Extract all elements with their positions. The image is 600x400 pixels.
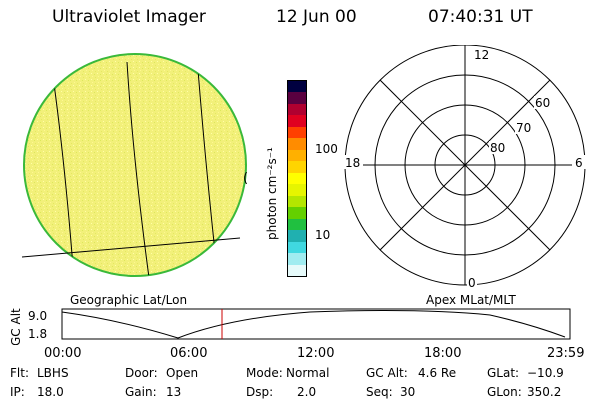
mode-value: Normal (286, 366, 330, 380)
colorbar-swatch (288, 207, 306, 219)
app-title: Ultraviolet Imager (52, 7, 206, 27)
observation-date: 12 Jun 00 (276, 7, 357, 27)
colorbar-swatch (288, 230, 306, 242)
colorbar-swatch (288, 149, 306, 162)
flt-value: LBHS (37, 366, 69, 380)
flt-label: Flt: (10, 366, 29, 380)
seq-value: 30 (400, 385, 416, 399)
colorbar-swatch (288, 253, 306, 265)
colorbar-tick-100: 100 (315, 142, 338, 156)
mlt-diagonal (379, 79, 551, 251)
colorbar-swatch (288, 115, 306, 127)
dsp-value: 2.0 (297, 385, 317, 399)
glat-value: −10.9 (527, 366, 564, 380)
colorbar-swatch (288, 195, 306, 208)
colorbar-swatch (288, 138, 306, 150)
altitude-plot-frame (61, 308, 571, 340)
mode-label: Mode: (246, 366, 283, 380)
observation-time: 07:40:31 UT (428, 7, 533, 27)
ip-value: 18.0 (37, 385, 64, 399)
x-tick-2359: 23:59 (547, 346, 585, 361)
y-tick-1-8: 1.8 (28, 327, 47, 341)
glon-label: GLon: (487, 385, 522, 399)
globe-panel-caption: Geographic Lat/Lon (70, 293, 188, 307)
x-tick-1200: 12:00 (297, 346, 335, 361)
y-axis-label: GC Alt (9, 308, 23, 345)
mlt-label-6: 6 (575, 156, 583, 170)
dsp-label: Dsp: (246, 385, 274, 399)
intensity-colorbar (287, 80, 307, 277)
colorbar-swatch (288, 184, 306, 196)
colorbar-swatch (288, 241, 306, 254)
ip-label: IP: (10, 385, 25, 399)
colorbar-swatch (288, 126, 306, 139)
mlt-label-0: 0 (468, 276, 476, 290)
colorbar-swatch (288, 92, 306, 104)
colorbar-swatch (288, 218, 306, 231)
mlt-label-12: 12 (474, 48, 489, 62)
gcalt-value: 4.6 Re (418, 366, 457, 380)
door-label: Door: (125, 366, 158, 380)
polar-dial: 12 18 6 0 60 70 80 (343, 45, 586, 290)
lat-label-80: 80 (490, 141, 505, 155)
gain-value: 13 (166, 385, 182, 399)
colorbar-swatch (288, 81, 306, 93)
x-tick-1800: 18:00 (424, 346, 462, 361)
altitude-curve (61, 310, 566, 339)
mlt-label-18: 18 (345, 156, 360, 170)
door-value: Open (166, 366, 199, 380)
polar-panel-caption: Apex MLat/MLT (426, 293, 516, 307)
x-tick-0000: 00:00 (44, 346, 82, 361)
gcalt-label: GC Alt: (366, 366, 408, 380)
glon-value: 350.2 (527, 385, 562, 399)
lat-label-70: 70 (516, 121, 531, 135)
y-tick-9: 9.0 (28, 309, 47, 323)
globe-image-panel: ( (21, 53, 248, 277)
meridian-line (126, 61, 151, 276)
colorbar-swatch (288, 264, 306, 276)
orbit-altitude-plot: 9.0 1.8 GC Alt (9, 308, 571, 345)
colorbar-swatch (288, 161, 306, 173)
colorbar-swatch (288, 172, 306, 185)
parallel-line (21, 237, 241, 258)
seq-label: Seq: (366, 385, 393, 399)
gain-label: Gain: (125, 385, 157, 399)
colorbar-swatch (288, 103, 306, 116)
limb-mark: ( (243, 171, 248, 186)
glat-label: GLat: (487, 366, 520, 380)
colorbar-tick-10: 10 (315, 228, 331, 242)
earth-disk (23, 53, 247, 277)
lat-label-60: 60 (535, 96, 550, 110)
x-tick-0600: 06:00 (170, 346, 208, 361)
colorbar-unit-label: photon cm⁻²s⁻¹ (265, 147, 279, 240)
